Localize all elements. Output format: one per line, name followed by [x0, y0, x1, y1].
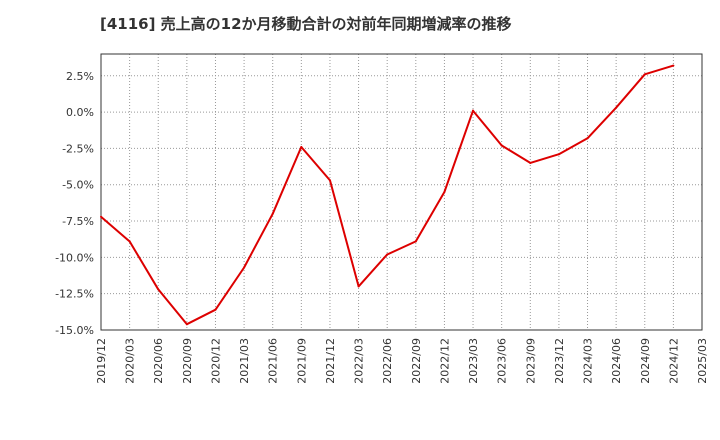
- data-point: [157, 288, 160, 291]
- data-point: [443, 191, 446, 193]
- y-tick-label: -5.0%: [62, 179, 94, 192]
- data-point: [500, 144, 503, 147]
- x-tick-label: 2020/09: [181, 338, 194, 384]
- data-point: [386, 253, 389, 256]
- data-point: [128, 240, 131, 243]
- data-point: [100, 215, 102, 218]
- data-point: [300, 145, 303, 148]
- x-tick-label: 2020/12: [209, 338, 222, 384]
- data-point: [472, 109, 475, 112]
- x-tick-label: 2022/12: [438, 338, 451, 384]
- data-point: [185, 323, 188, 326]
- x-axis: 2019/12 2020/03 2020/06 2020/09 2020/12 2021/…: [95, 338, 709, 384]
- y-tick-label: -12.5%: [55, 288, 94, 301]
- x-tick-label: 2022/03: [353, 338, 366, 384]
- x-tick-label: 2024/12: [667, 338, 680, 384]
- y-tick-label: -7.5%: [62, 215, 94, 228]
- plot-frame: [100, 53, 703, 331]
- data-point: [643, 73, 646, 76]
- data-point: [529, 161, 532, 164]
- x-tick-label: 2023/03: [467, 338, 480, 384]
- y-tick-label: 2.5%: [66, 70, 94, 83]
- y-axis: 2.5% 0.0% -2.5% -5.0% -7.5% -10.0% -12.5% -15.0…: [55, 70, 94, 337]
- x-tick-label: 2022/09: [410, 338, 423, 384]
- y-tick-label: -2.5%: [62, 142, 94, 155]
- x-tick-label: 2020/06: [152, 338, 165, 384]
- data-point: [615, 106, 618, 109]
- y-tick-label: 0.0%: [66, 106, 94, 119]
- data-point: [557, 153, 560, 156]
- x-tick-label: 2024/09: [639, 338, 652, 384]
- data-point: [672, 64, 675, 67]
- data-point: [243, 266, 246, 269]
- data-point: [214, 308, 217, 311]
- x-tick-label: 2019/12: [95, 338, 108, 384]
- data-point: [586, 137, 589, 140]
- x-tick-label: 2021/09: [295, 338, 308, 384]
- x-tick-label: 2023/09: [524, 338, 537, 384]
- x-tick-label: 2020/03: [124, 338, 137, 384]
- grid: [101, 54, 702, 330]
- series-layer: [100, 64, 675, 326]
- x-tick-label: 2023/12: [553, 338, 566, 384]
- data-point: [357, 285, 360, 288]
- y-tick-label: -10.0%: [55, 251, 94, 264]
- x-tick-label: 2024/06: [610, 338, 623, 384]
- data-point: [271, 212, 274, 215]
- x-tick-label: 2021/12: [324, 338, 337, 384]
- y-tick-label: -15.0%: [55, 324, 94, 337]
- data-point: [414, 240, 417, 243]
- chart-title: [4116] 売上高の12か月移動合計の対前年同期増減率の推移: [100, 15, 512, 33]
- x-tick-label: 2021/03: [238, 338, 251, 384]
- x-tick-label: 2025/03: [696, 338, 709, 384]
- x-tick-label: 2024/03: [582, 338, 595, 384]
- x-tick-label: 2021/06: [267, 338, 280, 384]
- x-tick-label: 2022/06: [381, 338, 394, 384]
- data-point: [328, 179, 331, 182]
- x-tick-label: 2023/06: [496, 338, 509, 384]
